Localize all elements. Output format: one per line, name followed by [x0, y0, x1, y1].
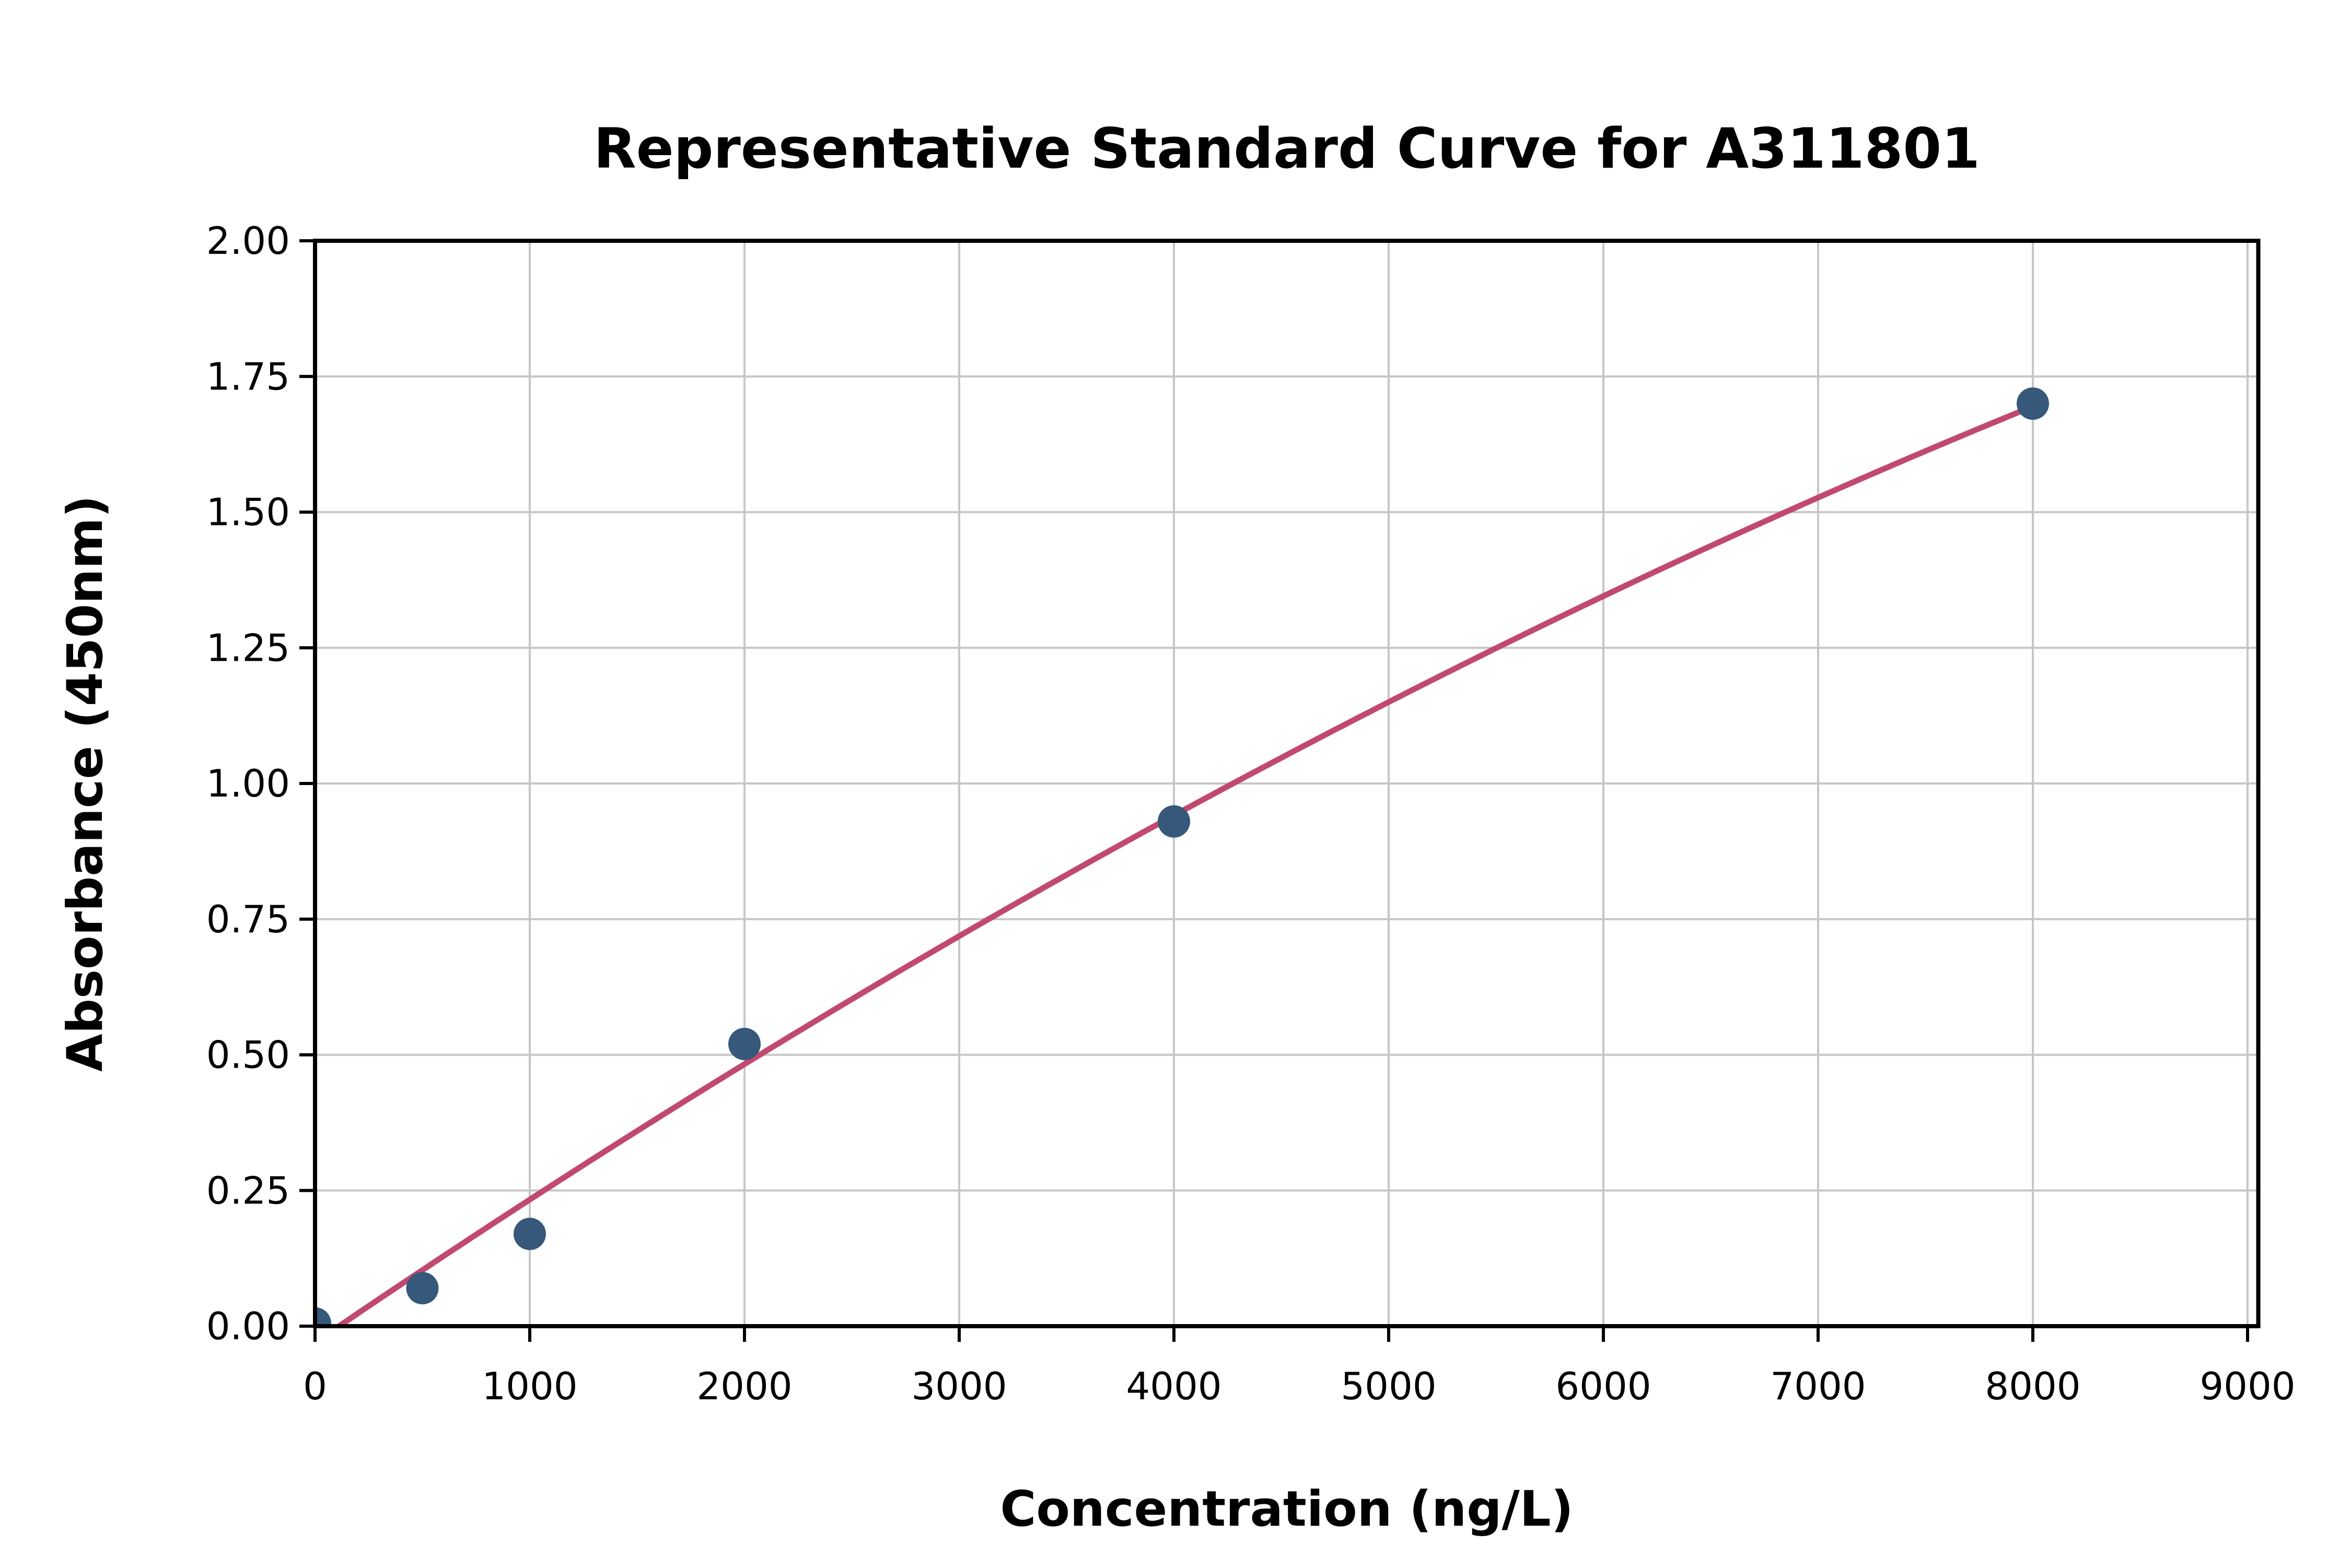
x-tick-label: 2000	[696, 1364, 792, 1408]
fit-curve-path	[336, 403, 2036, 1326]
x-tick-label: 9000	[2199, 1364, 2295, 1408]
x-tick-label: 1000	[482, 1364, 577, 1408]
y-tick-label: 0.00	[206, 1304, 290, 1348]
standard-curve-chart: Representative Standard Curve for A31180…	[57, 116, 2296, 1538]
y-tick-label: 0.50	[206, 1033, 290, 1077]
y-axis-label: Absorbance (450nm)	[57, 495, 114, 1072]
x-tick-label: 7000	[1770, 1364, 1866, 1408]
axis-tick-labels: 0 1000 2000 3000 4000 5000 6000 7000 8000 9000 0.0…	[206, 219, 2296, 1408]
axis-ticks	[299, 239, 2249, 1342]
x-tick-label: 0	[303, 1364, 327, 1408]
chart-title: Representative Standard Curve for A31180…	[593, 116, 1980, 181]
data-point	[2017, 387, 2049, 420]
y-tick-label: 1.25	[206, 626, 290, 670]
y-tick-label: 1.50	[206, 490, 290, 534]
y-tick-label: 1.75	[206, 355, 290, 399]
fit-curve	[336, 403, 2036, 1326]
x-tick-label: 4000	[1126, 1364, 1221, 1408]
y-tick-label: 1.00	[206, 762, 290, 805]
y-tick-label: 2.00	[206, 219, 290, 263]
x-tick-label: 8000	[1985, 1364, 2080, 1408]
data-points	[315, 387, 2049, 1326]
standard-curve-figure: Representative Standard Curve for A31180…	[21, 8, 2351, 1560]
plot-frame	[313, 239, 2261, 1328]
data-point	[728, 1027, 761, 1060]
y-tick-label: 0.25	[206, 1168, 290, 1212]
x-tick-label: 6000	[1555, 1364, 1651, 1408]
data-point	[514, 1218, 546, 1250]
data-point	[1158, 805, 1190, 838]
data-point	[315, 1307, 331, 1326]
gridlines	[315, 240, 2259, 1326]
x-axis-label: Concentration (ng/L)	[1000, 1481, 1573, 1538]
x-tick-label: 3000	[911, 1364, 1007, 1408]
data-point	[406, 1272, 439, 1305]
y-tick-label: 0.75	[206, 897, 290, 941]
x-tick-label: 5000	[1341, 1364, 1436, 1408]
